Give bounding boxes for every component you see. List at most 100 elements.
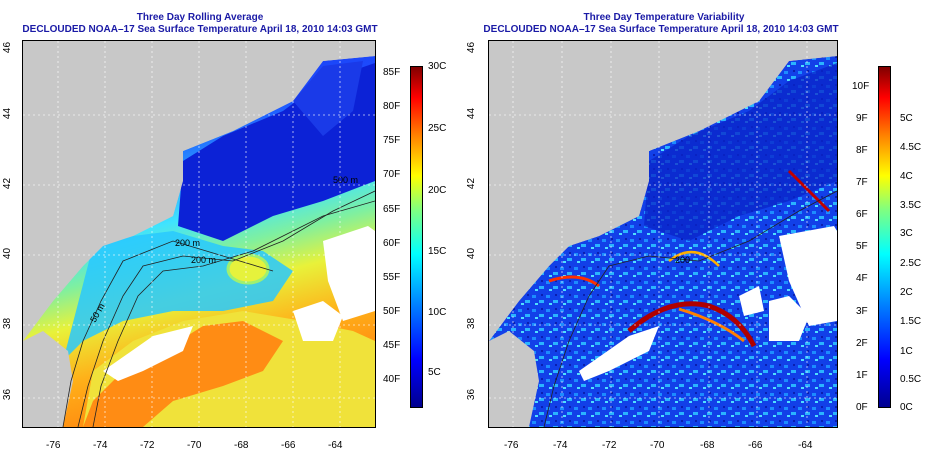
right-front-2 [678,307,745,343]
right-gulf [644,63,837,241]
left-contour-label-4: 500 m [333,175,358,185]
left-colorbar-c-label: 15C [428,246,447,257]
right-contour-200 [543,190,837,427]
left-contour-label-3: 200 m [191,255,216,265]
left-colorbar-f-label: 45F [383,340,401,351]
left-xtick: -68 [234,440,249,451]
right-colorbar-c-label: 5C [900,113,913,124]
right-ytick: 42 [466,177,478,190]
right-colorbar-c-label: 2.5C [900,258,922,269]
left-colorbar-c-label: 5C [428,367,441,378]
left-xtick: -72 [140,440,155,451]
left-gulfstream [83,321,283,427]
left-xtick: -66 [281,440,296,451]
right-xtick: -72 [602,440,617,451]
right-subtitle: DECLOUDED NOAA–17 Sea Surface Temperatur… [483,24,839,35]
right-xtick: -76 [504,440,519,451]
right-colorbar-c-label: 0.5C [900,374,922,385]
left-contour-500 [92,200,375,427]
left-xtick: -64 [328,440,343,451]
left-colorbar [410,66,423,408]
left-xtick: -76 [46,440,61,451]
right-xtick: -68 [700,440,715,451]
right-ytick: 36 [466,388,478,401]
left-colorbar-f-label: 80F [383,101,401,112]
left-land-south [23,331,73,427]
right-colorbar-f-label: 2F [856,338,868,349]
left-colorbar-f-label: 65F [383,204,401,215]
left-ytick: 36 [2,388,14,401]
right-ytick: 44 [466,107,478,120]
left-xtick: -74 [93,440,108,451]
left-colorbar-f-label: 60F [383,238,401,249]
right-colorbar-c-label: 0C [900,402,913,413]
right-colorbar-c-label: 4.5C [900,142,922,153]
right-colorbar-f-label: 6F [856,209,868,220]
right-cloud-1 [579,326,659,381]
right-xtick: -66 [748,440,763,451]
right-colorbar-c-label: 1.5C [900,316,922,327]
right-map-svg: 200 [489,41,837,427]
left-cloud-1 [103,326,193,381]
right-cloud-4 [739,286,764,316]
right-grid [489,41,837,427]
left-xtick: -70 [187,440,202,451]
right-colorbar-f-label: 10F [852,81,870,92]
right-colorbar-c-label: 3.5C [900,200,922,211]
left-grid [23,41,375,427]
left-subtitle: DECLOUDED NOAA–17 Sea Surface Temperatur… [22,24,378,35]
right-contour-label-1: 200 [675,255,690,265]
right-xtick: -70 [650,440,665,451]
right-colorbar-c-label: 1C [900,346,913,357]
left-ytick: 40 [2,247,14,260]
right-colorbar-f-label: 3F [856,306,868,317]
left-colorbar-f-label: 75F [383,135,401,146]
right-colorbar-f-label: 8F [856,145,868,156]
left-colorbar-f-label: 85F [383,67,401,78]
right-xtick: -64 [798,440,813,451]
left-colorbar-c-label: 25C [428,123,447,134]
left-colorbar-c-label: 20C [428,185,447,196]
right-front-3 [787,169,831,213]
right-colorbar-c-label: 2C [900,287,913,298]
right-colorbar-c-label: 4C [900,171,913,182]
left-ytick: 38 [2,317,14,330]
left-colorbar-c-label: 30C [428,61,447,72]
right-colorbar-c-label: 3C [900,228,913,239]
left-colorbar-f-label: 55F [383,272,401,283]
right-map: 200 [488,40,838,428]
right-colorbar-f-label: 0F [856,402,868,413]
right-colorbar-f-label: 5F [856,241,868,252]
left-colorbar-f-label: 50F [383,306,401,317]
right-ytick: 40 [466,247,478,260]
left-title: Three Day Rolling Average [136,12,264,23]
left-ytick: 46 [2,41,14,54]
right-ytick: 46 [466,41,478,54]
right-colorbar-f-label: 7F [856,177,868,188]
right-front-4 [548,275,600,288]
right-colorbar [878,66,891,408]
left-colorbar-c-label: 10C [428,307,447,318]
left-ytick: 42 [2,177,14,190]
left-cloud-2 [323,226,375,321]
right-land-south [489,331,539,427]
right-front-1 [627,301,757,348]
right-title: Three Day Temperature Variability [583,12,745,23]
left-land [23,41,375,341]
left-contour-50 [62,240,274,427]
left-bay [293,61,363,136]
right-land [489,41,837,341]
left-map-svg: 50 m 200 m 200 m 500 m [23,41,375,427]
left-colorbar-f-label: 70F [383,169,401,180]
right-xtick: -74 [553,440,568,451]
left-contour-200 [77,190,375,427]
right-cloud-2 [779,226,837,326]
right-ytick: 38 [466,317,478,330]
left-map: 50 m 200 m 200 m 500 m [22,40,376,428]
right-colorbar-f-label: 9F [856,113,868,124]
left-cloud-3 [293,301,343,341]
left-colorbar-f-label: 40F [383,374,401,385]
left-ytick: 44 [2,107,14,120]
right-cloud-3 [769,296,809,341]
left-contour-label-2: 200 m [175,238,200,248]
